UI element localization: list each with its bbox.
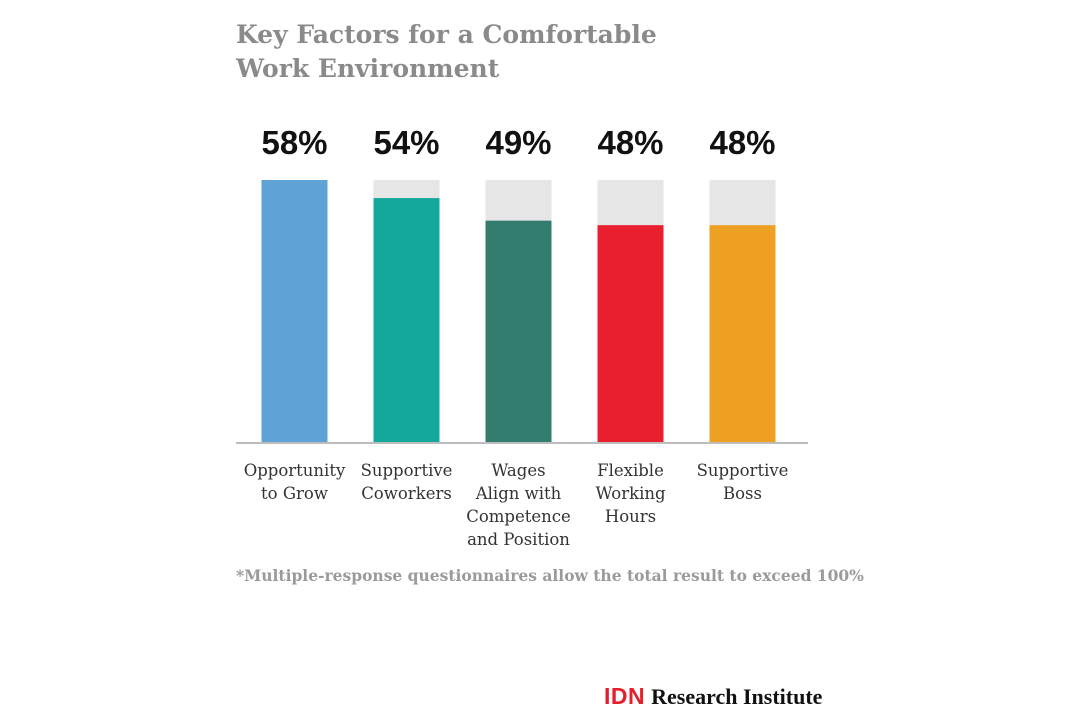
category-label-line: Hours	[605, 507, 656, 526]
bar	[485, 220, 552, 442]
footnote: *Multiple-response questionnaires allow …	[236, 566, 864, 585]
logo-mark: IDN	[604, 683, 646, 709]
category-label: Flexible Working Hours	[595, 461, 666, 526]
category-label-line: and Position	[467, 530, 570, 549]
category-label-line: Supportive	[697, 461, 789, 480]
category-label-line: Opportunity	[244, 461, 346, 480]
category-label-line: Coworkers	[361, 484, 452, 503]
bar-value-label: 48%	[597, 124, 663, 161]
category-label-line: Supportive	[361, 461, 453, 480]
bar-value-label: 54%	[373, 124, 439, 161]
bar-value-label: 58%	[261, 124, 327, 161]
category-label-line: Working	[595, 484, 666, 503]
bar-value-label: 49%	[485, 124, 551, 161]
category-label-line: Align with	[475, 484, 562, 503]
bar	[597, 225, 664, 442]
category-label-line: to Grow	[261, 484, 328, 503]
category-label-line: Boss	[723, 484, 762, 503]
category-label: Wages Align with Competence and Position	[466, 461, 571, 549]
category-label-line: Competence	[466, 507, 571, 526]
category-label-line: Wages	[491, 461, 545, 480]
idn-research-institute-logo: IDN Research Institute	[604, 682, 822, 713]
bar-value-label: 48%	[709, 124, 775, 161]
category-label: Supportive Boss	[697, 461, 789, 503]
category-label: Opportunity to Grow	[244, 461, 346, 503]
chart-title: Key Factors for a Comfortable Work Envir…	[236, 18, 756, 86]
category-label: Supportive Coworkers	[361, 461, 453, 503]
bar	[373, 198, 440, 442]
bar	[709, 225, 776, 442]
bar	[261, 180, 328, 442]
chart-title-line-1: Key Factors for a Comfortable	[236, 20, 657, 49]
category-label-line: Flexible	[597, 461, 664, 480]
logo-text: Research Institute	[651, 684, 823, 709]
chart-title-line-2: Work Environment	[236, 54, 500, 83]
